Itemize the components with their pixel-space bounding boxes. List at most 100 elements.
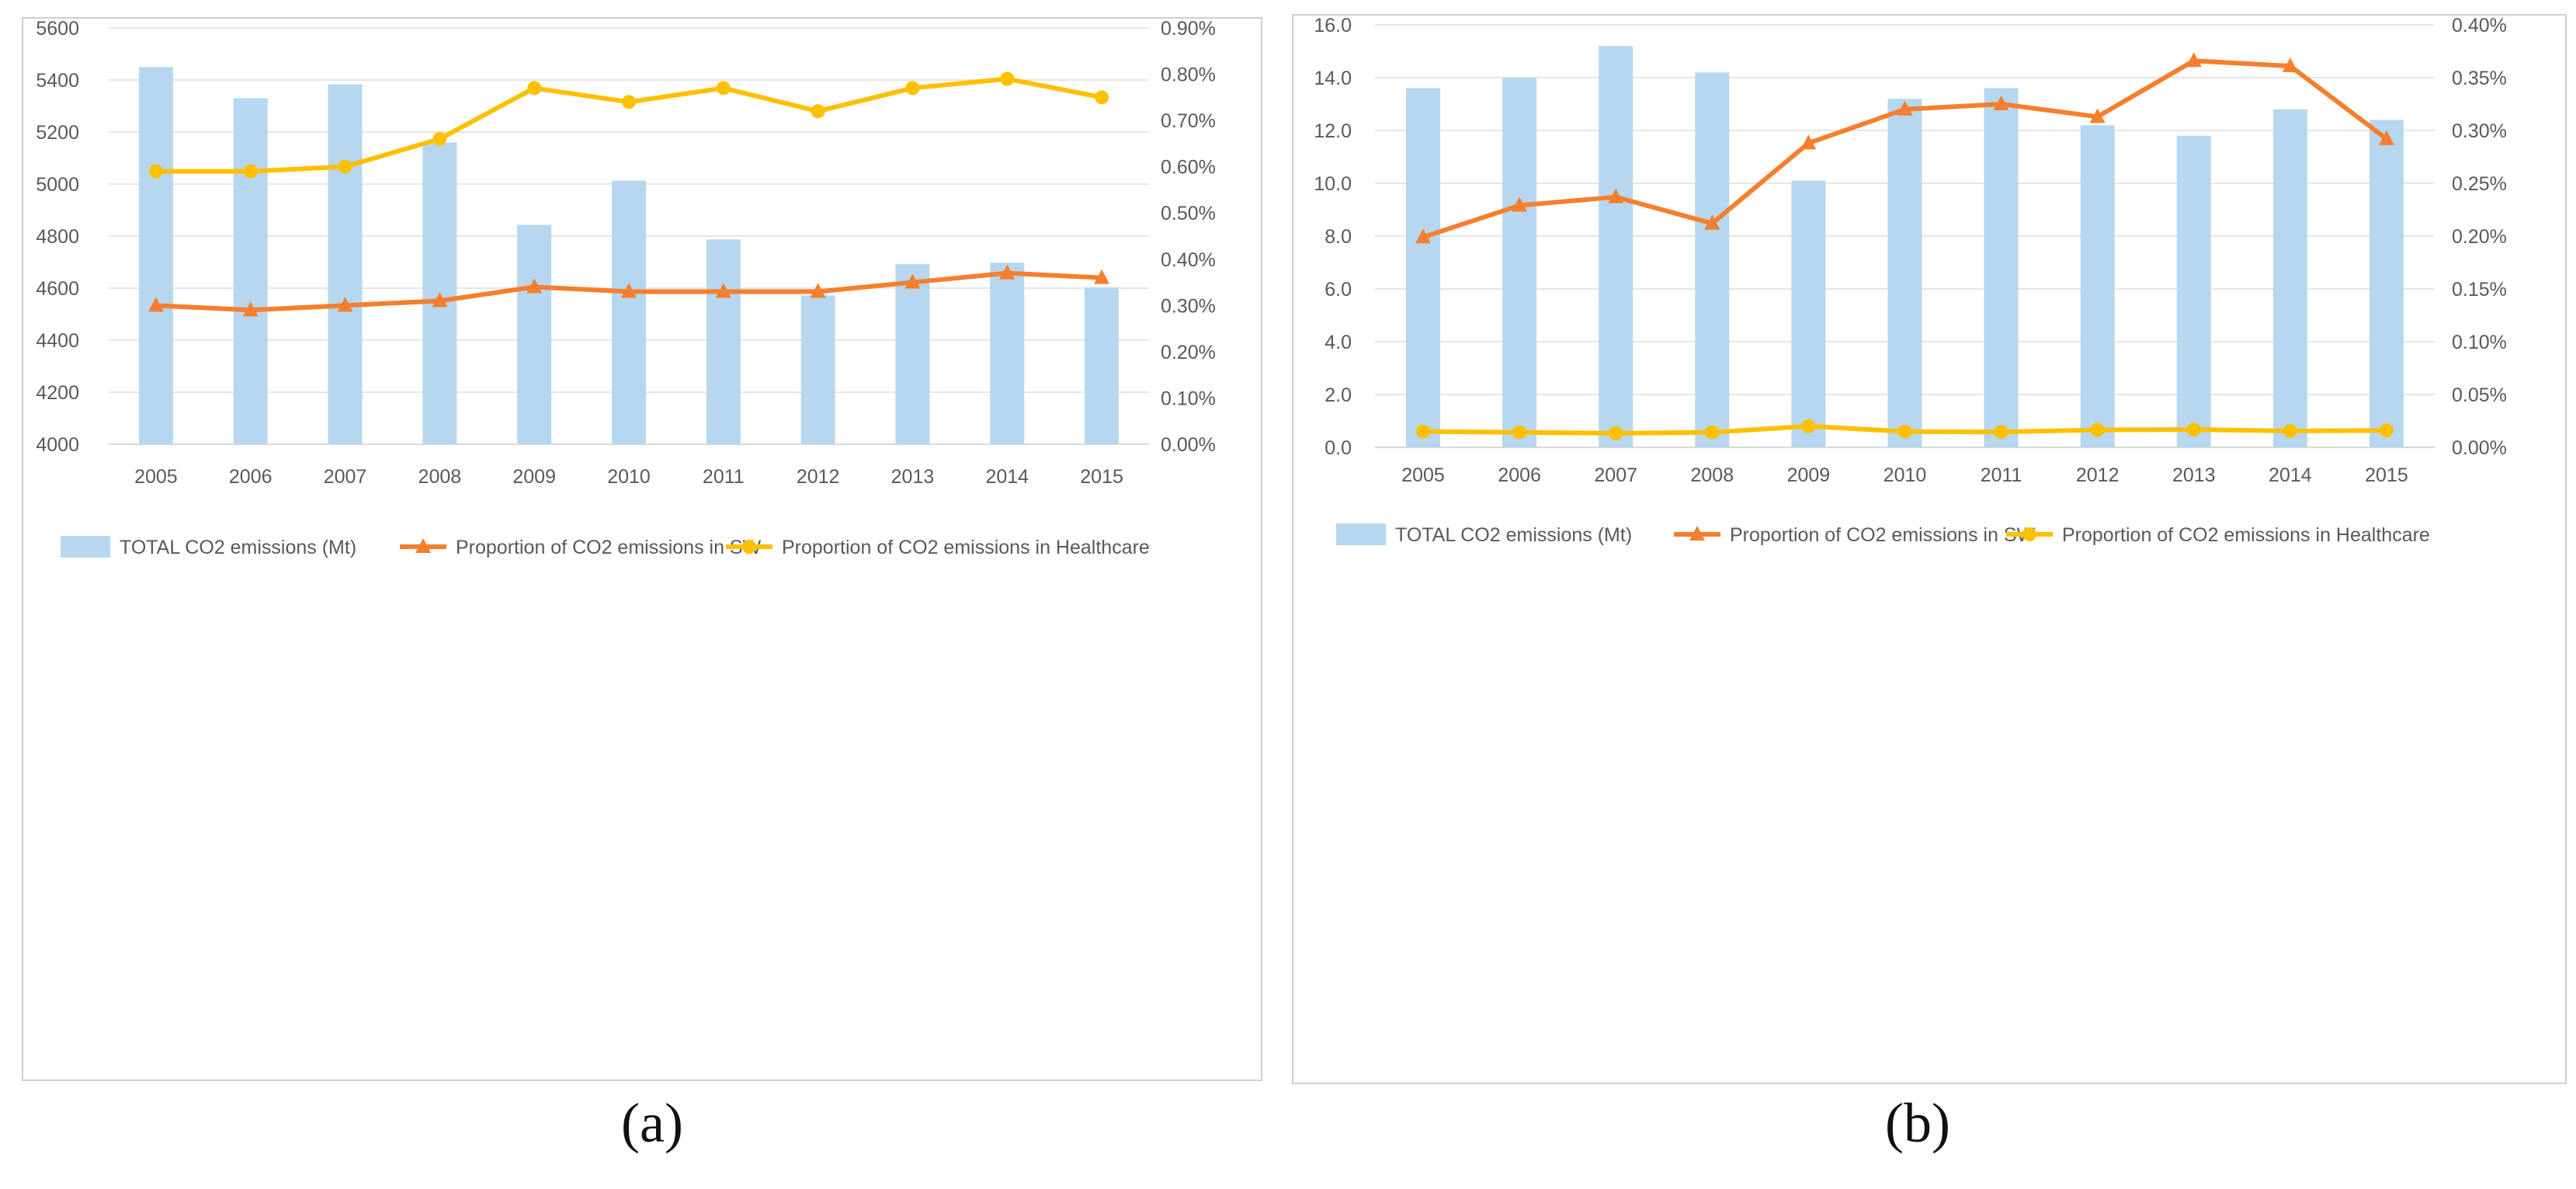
x-tick-label: 2015 — [2365, 464, 2408, 486]
data-point — [1994, 425, 2008, 440]
y-tick-label: 4.0 — [1324, 332, 1352, 353]
data-point — [2379, 423, 2394, 438]
bar — [2080, 125, 2115, 447]
y-tick-label: 5600 — [36, 19, 79, 40]
x-tick-label: 2005 — [1401, 464, 1445, 486]
y2-tick-label: 0.35% — [2452, 68, 2507, 89]
data-point — [526, 278, 543, 294]
x-tick-label: 2011 — [1981, 464, 2022, 486]
bar — [1695, 72, 1730, 447]
y-tick-label: 4200 — [36, 382, 79, 404]
data-point — [432, 292, 448, 308]
bar — [895, 264, 930, 444]
data-point — [1609, 426, 1623, 440]
legend-marker-healthcare — [742, 540, 756, 554]
bar — [328, 84, 363, 444]
x-tick-label: 2012 — [797, 466, 840, 488]
y2-tick-label: 0.30% — [1161, 295, 1216, 317]
bar — [990, 262, 1025, 444]
data-point — [1704, 214, 1720, 230]
bar — [2176, 135, 2211, 448]
data-point — [1608, 188, 1624, 203]
bar — [517, 224, 552, 444]
y2-tick-label: 0.05% — [2452, 384, 2507, 406]
data-point — [1512, 425, 1527, 440]
bar — [1599, 46, 1633, 447]
legend-label: TOTAL CO2 emissions (Mt) — [1395, 524, 1632, 546]
y2-tick-label: 0.00% — [1161, 434, 1216, 456]
chart-panel-a: 4000 4200 4400 4600 4800 5000 5200 5400 5600 0.00… — [22, 17, 1262, 1081]
y2-tick-label: 0.10% — [1161, 388, 1216, 409]
y-tick-label: 4800 — [36, 226, 79, 248]
y2-tick-label: 0.50% — [1161, 203, 1216, 224]
y-tick-label: 5400 — [36, 70, 79, 92]
data-point — [2089, 108, 2106, 123]
caption-b: (b) — [1885, 1092, 1950, 1154]
bar — [1502, 78, 1537, 447]
chart-panel-b: 0.0 2.0 4.0 6.0 8.0 10.0 12.0 14.0 16.0 0.00% 0.05… — [1292, 14, 2567, 1084]
x-tick-label: 2006 — [1498, 464, 1541, 486]
bar — [800, 295, 835, 444]
y-tick-label: 4000 — [36, 434, 79, 456]
x-tick-label: 2012 — [2076, 464, 2119, 486]
legend-label: Proportion of CO2 emissions in SW — [1730, 524, 2036, 546]
data-point — [1897, 424, 1912, 439]
data-point — [2282, 57, 2298, 73]
x-tick-label: 2014 — [2269, 464, 2312, 486]
data-point — [811, 104, 825, 119]
legend-swatch-bar — [1336, 523, 1386, 545]
y-tick-label: 12.0 — [1314, 120, 1352, 142]
x-tick-label: 2013 — [891, 466, 935, 488]
x-tick-label: 2015 — [1080, 466, 1123, 488]
y-tick-label: 5200 — [36, 122, 79, 144]
legend-marker-sw — [1689, 526, 1705, 541]
data-point — [622, 95, 636, 110]
y2-tick-label: 0.20% — [1161, 342, 1216, 363]
data-point — [148, 164, 163, 179]
data-point — [2090, 422, 2105, 437]
data-point — [1993, 96, 2009, 110]
data-point — [242, 301, 259, 317]
data-point — [2378, 130, 2394, 145]
y2-tick-label: 0.40% — [2452, 16, 2507, 37]
y2-tick-label: 0.80% — [1161, 64, 1216, 86]
data-point — [1512, 196, 1528, 212]
x-tick-label: 2007 — [1594, 464, 1637, 486]
bar — [1984, 88, 2019, 447]
y2-tick-label: 0.15% — [2452, 279, 2507, 301]
data-point — [905, 81, 920, 96]
x-tick-label: 2009 — [512, 466, 556, 488]
data-point — [999, 264, 1015, 280]
bar — [1887, 99, 1922, 447]
data-point — [1000, 71, 1015, 86]
data-point — [1416, 424, 1431, 439]
y2-tick-label: 0.40% — [1161, 249, 1216, 271]
caption-a: (a) — [621, 1092, 683, 1154]
bar — [706, 239, 741, 444]
y2-tick-label: 0.90% — [1161, 19, 1216, 40]
y2-tick-label: 0.00% — [2452, 437, 2507, 459]
legend-label: Proportion of CO2 emissions in Healthcar… — [2062, 524, 2430, 546]
data-point — [715, 283, 731, 298]
y2-tick-label: 0.60% — [1161, 157, 1216, 179]
y-tick-label: 4400 — [36, 330, 79, 352]
chart-b-svg: 0.0 2.0 4.0 6.0 8.0 10.0 12.0 14.0 16.0 0.00% 0.05… — [1314, 16, 2507, 546]
x-tick-label: 2013 — [2172, 464, 2216, 486]
x-tick-label: 2009 — [1787, 464, 1831, 486]
data-point — [1415, 228, 1432, 244]
bar — [1791, 180, 1826, 447]
y-tick-label: 6.0 — [1324, 279, 1352, 301]
y-tick-label: 0.0 — [1324, 437, 1352, 459]
data-point — [2186, 422, 2201, 437]
legend-label: Proportion of CO2 emissions in SW — [456, 537, 762, 558]
data-point — [432, 131, 447, 146]
x-tick-label: 2010 — [1883, 464, 1927, 486]
bar — [612, 180, 646, 444]
bar — [233, 98, 268, 444]
y-tick-label: 5000 — [36, 174, 79, 196]
x-tick-label: 2007 — [324, 466, 367, 488]
x-tick-label: 2008 — [418, 466, 462, 488]
x-tick-label: 2006 — [229, 466, 273, 488]
y2-tick-label: 0.70% — [1161, 110, 1216, 132]
data-point — [1897, 100, 1913, 116]
